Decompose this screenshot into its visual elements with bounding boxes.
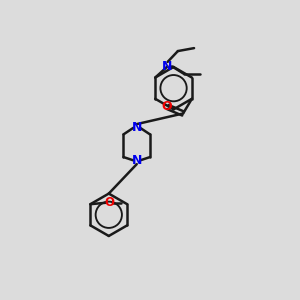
Text: N: N [132,122,142,134]
Text: O: O [161,100,172,113]
Text: N: N [162,60,173,73]
Text: N: N [132,154,142,167]
Text: O: O [105,196,115,209]
